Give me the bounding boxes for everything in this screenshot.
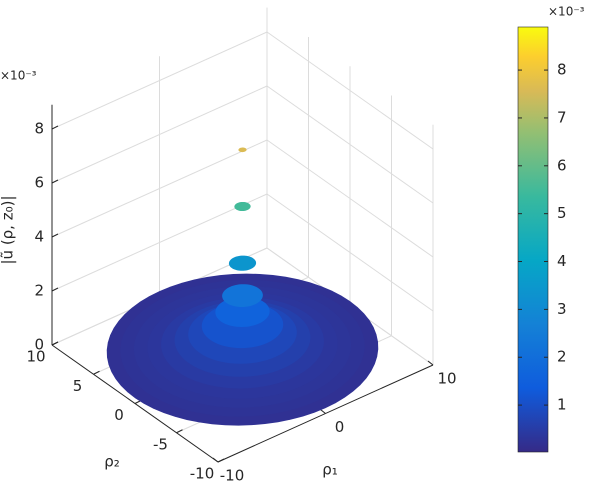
tick bbox=[51, 233, 59, 238]
z-label: |ũ (ρ, z₀)| bbox=[0, 195, 17, 264]
colorbar-tick-label: 6 bbox=[557, 156, 567, 174]
surface-ring bbox=[222, 284, 263, 307]
x-tick-label: 0 bbox=[335, 418, 345, 436]
y-tick-label: 5 bbox=[73, 377, 83, 395]
y-label: ρ₂ bbox=[104, 453, 120, 471]
tick bbox=[217, 458, 225, 463]
tick bbox=[212, 457, 219, 463]
tick bbox=[51, 125, 59, 130]
surface-ring bbox=[238, 147, 247, 153]
tick bbox=[176, 429, 183, 434]
y-tick-label: 10 bbox=[26, 348, 45, 366]
colorbar-tick-label: 7 bbox=[557, 108, 567, 126]
tick bbox=[320, 409, 326, 414]
x-label: ρ₁ bbox=[322, 461, 338, 479]
y-tick-label: 0 bbox=[114, 406, 124, 424]
colorbar-exponent: ×10⁻³ bbox=[548, 5, 585, 19]
colorbar-tick-label: 3 bbox=[557, 300, 567, 318]
x-tick-label: -10 bbox=[220, 467, 245, 485]
colorbar-tick-label: 4 bbox=[557, 252, 567, 270]
x-tick-label: 10 bbox=[437, 370, 456, 388]
y-tick-label: -10 bbox=[190, 465, 215, 483]
tick bbox=[51, 341, 59, 346]
z-tick-label: 0 bbox=[34, 336, 44, 354]
z-tick-label: 8 bbox=[34, 120, 44, 138]
surface bbox=[106, 147, 379, 426]
z-tick-label: 4 bbox=[34, 228, 44, 246]
z-tick-label: 2 bbox=[34, 282, 44, 300]
tick bbox=[51, 287, 59, 292]
colorbar-tick-label: 8 bbox=[557, 61, 567, 79]
colorbar-tick-label: 1 bbox=[557, 396, 567, 414]
y-tick-label: -5 bbox=[153, 435, 168, 453]
tick bbox=[427, 360, 434, 366]
colorbar-tick-label: 5 bbox=[557, 204, 567, 222]
surface-ring bbox=[228, 255, 257, 271]
z-exponent: ×10⁻³ bbox=[0, 69, 37, 83]
tick bbox=[51, 179, 59, 184]
colorbar bbox=[517, 26, 549, 453]
z-tick-label: 6 bbox=[34, 174, 44, 192]
colorbar-tick-label: 2 bbox=[557, 348, 567, 366]
surface-ring bbox=[234, 201, 251, 212]
tick bbox=[93, 370, 100, 375]
